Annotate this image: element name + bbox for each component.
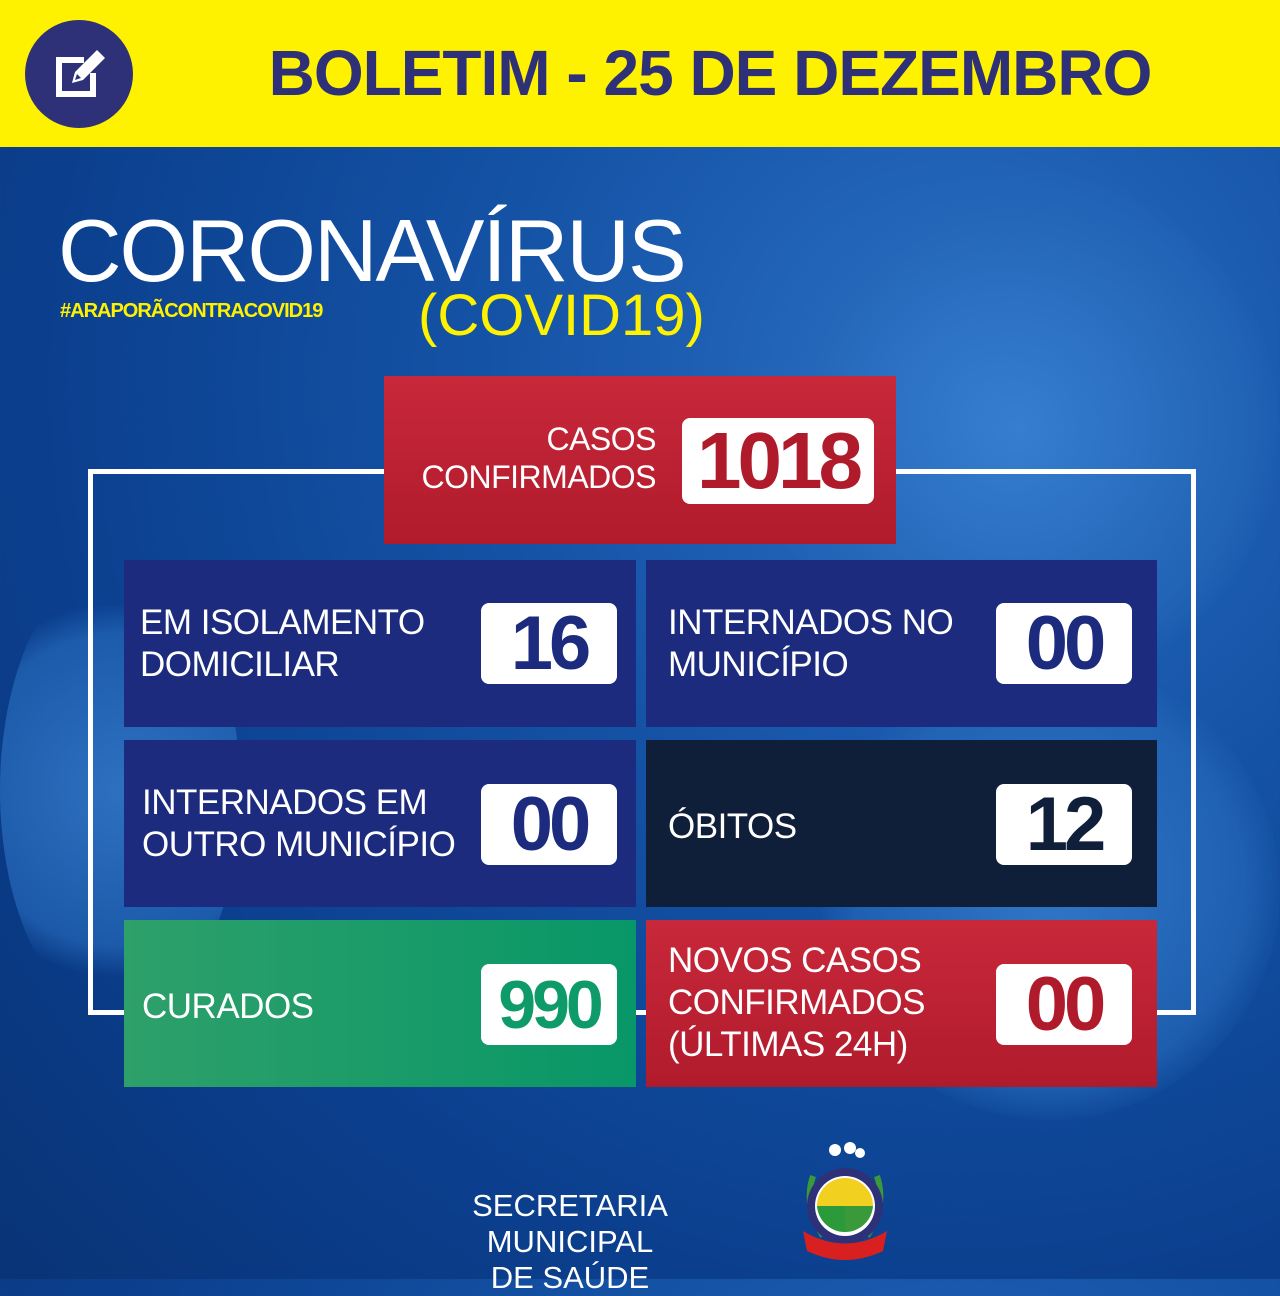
stat-card-hospitalized-other: INTERNADOS EM OUTRO MUNICÍPIO 00	[124, 740, 636, 907]
page-title: BOLETIM - 25 DE DEZEMBRO	[268, 37, 1153, 109]
confirmed-value: 1018	[682, 416, 874, 505]
stat-card-recovered: CURADOS 990	[124, 920, 636, 1087]
stat-value: 00	[996, 962, 1132, 1047]
stat-value: 00	[996, 601, 1132, 686]
stat-label: CURADOS	[142, 987, 314, 1026]
stat-card-deaths: ÓBITOS 12	[646, 740, 1157, 907]
confirmed-label: CONFIRMADOS	[421, 459, 657, 495]
confirmed-label: CASOS	[546, 421, 656, 457]
stat-value: 12	[996, 782, 1132, 867]
confirmed-cases-card: CASOS CONFIRMADOS 1018	[384, 376, 896, 544]
stat-label: MUNICÍPIO	[668, 645, 849, 684]
edit-icon	[25, 20, 133, 128]
stat-label: EM ISOLAMENTO	[140, 603, 425, 642]
header-banner: BOLETIM - 25 DE DEZEMBRO	[0, 0, 1280, 147]
stat-card-isolation: EM ISOLAMENTO DOMICILIAR 16	[124, 560, 636, 727]
stat-label: OUTRO MUNICÍPIO	[142, 825, 456, 864]
stat-label: INTERNADOS EM	[142, 783, 428, 822]
footer-line: SECRETARIA MUNICIPAL	[472, 1188, 668, 1259]
footer-department: SECRETARIA MUNICIPAL DE SAÚDE	[390, 1188, 750, 1296]
stat-card-hospitalized-local: INTERNADOS NO MUNICÍPIO 00	[646, 560, 1157, 727]
coronavirus-title: CORONAVÍRUS	[58, 201, 687, 300]
stat-label: CONFIRMADOS	[668, 983, 926, 1022]
covid-subtitle: (COVID19)	[418, 283, 705, 348]
stat-value: 16	[481, 601, 617, 686]
stat-value: 990	[481, 964, 617, 1045]
stat-card-new-cases: NOVOS CASOS CONFIRMADOS (ÚLTIMAS 24H) 00	[646, 920, 1157, 1087]
stat-value: 00	[481, 782, 617, 867]
stat-label: (ÚLTIMAS 24H)	[668, 1025, 908, 1064]
stat-label: ÓBITOS	[668, 807, 797, 846]
municipal-coat-of-arms-logo	[795, 1136, 895, 1266]
stat-label: INTERNADOS NO	[668, 603, 954, 642]
footer-line: DE SAÚDE	[490, 1260, 650, 1295]
stat-label: NOVOS CASOS	[668, 941, 922, 980]
hashtag: #ARAPORÃCONTRACOVID19	[60, 300, 323, 322]
stat-label: DOMICILIAR	[140, 645, 340, 684]
